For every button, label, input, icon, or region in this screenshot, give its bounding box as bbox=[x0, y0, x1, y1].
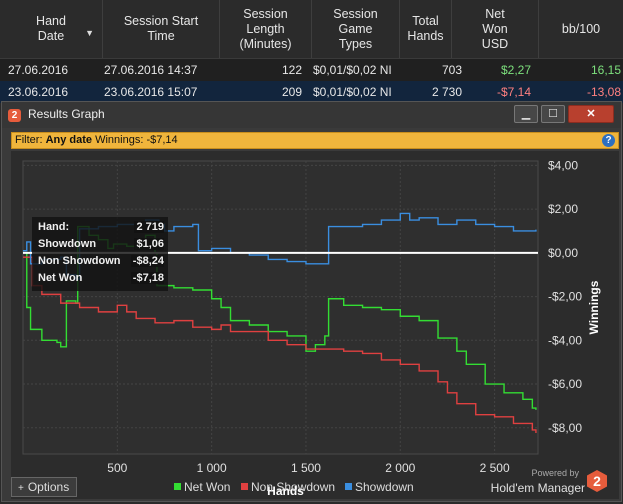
hm2-logo-icon: 2 bbox=[587, 470, 607, 492]
plot-area bbox=[22, 160, 539, 455]
x-axis-label: Hands bbox=[267, 484, 304, 498]
x-tick-label: 2 500 bbox=[480, 461, 510, 475]
graph-area[interactable]: 500 1 000 1 500 2 000 2 500 $4,00 $2,00 $0,00 -$… bbox=[11, 151, 619, 499]
tooltip-nonshowdown-row: Non Showdown -$8,24 bbox=[38, 255, 164, 267]
y-tick-label: $2,00 bbox=[548, 202, 578, 216]
filter-winnings: Winnings: -$7,14 bbox=[95, 134, 178, 146]
tooltip-showdown-row: Showdown $1,06 bbox=[38, 238, 164, 250]
window-title: Results Graph bbox=[28, 107, 105, 121]
y-tick-label: $4,00 bbox=[548, 158, 578, 172]
results-chart[interactable]: 500 1 000 1 500 2 000 2 500 $4,00 $2,00 $0,00 -$… bbox=[11, 151, 619, 499]
series-line-non-showdown bbox=[23, 256, 537, 434]
sort-desc-icon[interactable]: ▼ bbox=[85, 28, 94, 38]
column-header-hand-date[interactable]: Hand Date ▼ bbox=[0, 0, 103, 58]
options-button[interactable]: + Options bbox=[11, 477, 77, 497]
y-tick-label: $0,00 bbox=[548, 246, 578, 260]
window-titlebar[interactable]: 2 Results Graph ▁ ☐ ✕ bbox=[2, 102, 621, 128]
x-tick-label: 1 500 bbox=[291, 461, 321, 475]
legend-swatch-icon bbox=[345, 483, 352, 491]
brand-name: Hold'em Manager bbox=[490, 481, 585, 495]
legend-swatch-icon bbox=[174, 483, 181, 491]
legend-showdown[interactable]: Showdown bbox=[345, 480, 414, 494]
results-graph-window[interactable]: 2 Results Graph ▁ ☐ ✕ Filter: Any date W… bbox=[1, 101, 622, 502]
legend-swatch-icon bbox=[241, 483, 248, 491]
hm2-app-icon: 2 bbox=[8, 109, 21, 122]
close-button[interactable]: ✕ bbox=[568, 105, 614, 123]
table-row-selected[interactable]: 23.06.2016 23.06.2016 15:07 209 $0,01/$0… bbox=[0, 81, 623, 103]
filter-date: Any date bbox=[45, 134, 93, 146]
table-row[interactable]: 27.06.2016 27.06.2016 14:37 122 $0,01/$0… bbox=[0, 59, 623, 81]
column-header-total-hands[interactable]: Total Hands bbox=[400, 0, 452, 58]
column-header-bb100[interactable]: bb/100 bbox=[561, 21, 601, 36]
hover-tooltip: Hand: 2 719 Showdown $1,06 Non Showdown -$8… bbox=[32, 217, 168, 291]
filter-bar[interactable]: Filter: Any date Winnings: -$7,14 ? bbox=[11, 132, 619, 149]
powered-by-label: Powered by bbox=[531, 468, 579, 478]
table-header: Hand Date ▼ Session Start Time Session L… bbox=[0, 0, 623, 59]
y-tick-label: -$8,00 bbox=[548, 421, 582, 435]
y-tick-label: -$4,00 bbox=[548, 333, 582, 347]
legend-non-showdown[interactable]: Non Showdown bbox=[241, 480, 335, 494]
tooltip-hand-row: Hand: 2 719 bbox=[38, 221, 164, 233]
x-tick-label: 2 000 bbox=[385, 461, 415, 475]
expand-icon: + bbox=[18, 483, 24, 494]
column-header-session-length[interactable]: Session Length (Minutes) bbox=[220, 0, 312, 58]
tooltip-netwon-row: Net Won -$7,18 bbox=[38, 272, 164, 284]
y-tick-label: -$2,00 bbox=[548, 290, 582, 304]
column-header-session-start[interactable]: Session Start Time bbox=[103, 0, 220, 58]
x-tick-label: 1 000 bbox=[197, 461, 227, 475]
x-tick-label: 500 bbox=[107, 461, 127, 475]
column-header-game-types[interactable]: Session Game Types bbox=[312, 0, 400, 58]
maximize-button[interactable]: ☐ bbox=[541, 105, 565, 123]
y-axis-label: Winnings bbox=[587, 280, 601, 334]
column-header-net-won[interactable]: Net Won USD bbox=[452, 0, 539, 58]
help-icon[interactable]: ? bbox=[602, 134, 615, 147]
minimize-button[interactable]: ▁ bbox=[514, 105, 538, 123]
legend-net-won[interactable]: Net Won bbox=[174, 480, 230, 494]
y-tick-label: -$6,00 bbox=[548, 377, 582, 391]
